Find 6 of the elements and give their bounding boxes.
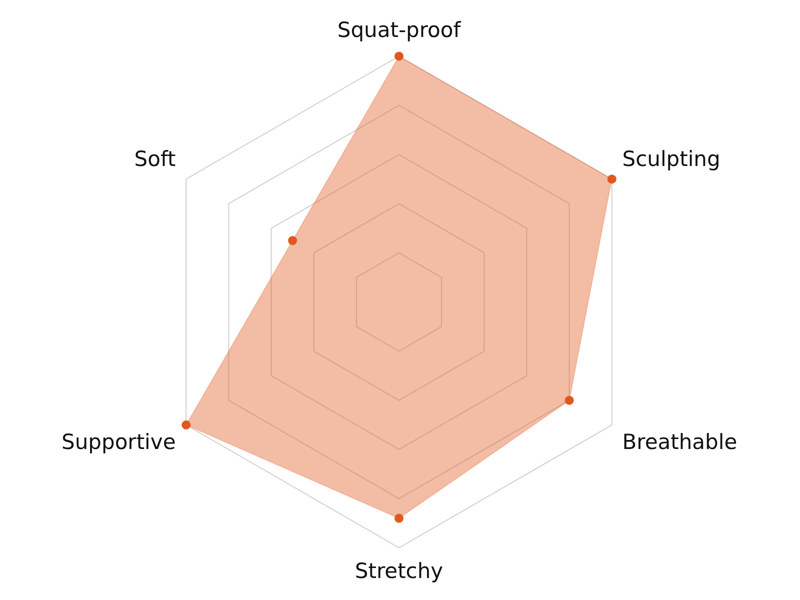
spoke-label: Stretchy [354,558,444,583]
spoke-label: Squat-proof [337,18,462,42]
spoke-label: Breathable [622,430,738,454]
spoke-label: Supportive [62,430,176,454]
spoke-label: Soft [134,146,176,171]
spoke-label: Sculpting [622,146,720,171]
